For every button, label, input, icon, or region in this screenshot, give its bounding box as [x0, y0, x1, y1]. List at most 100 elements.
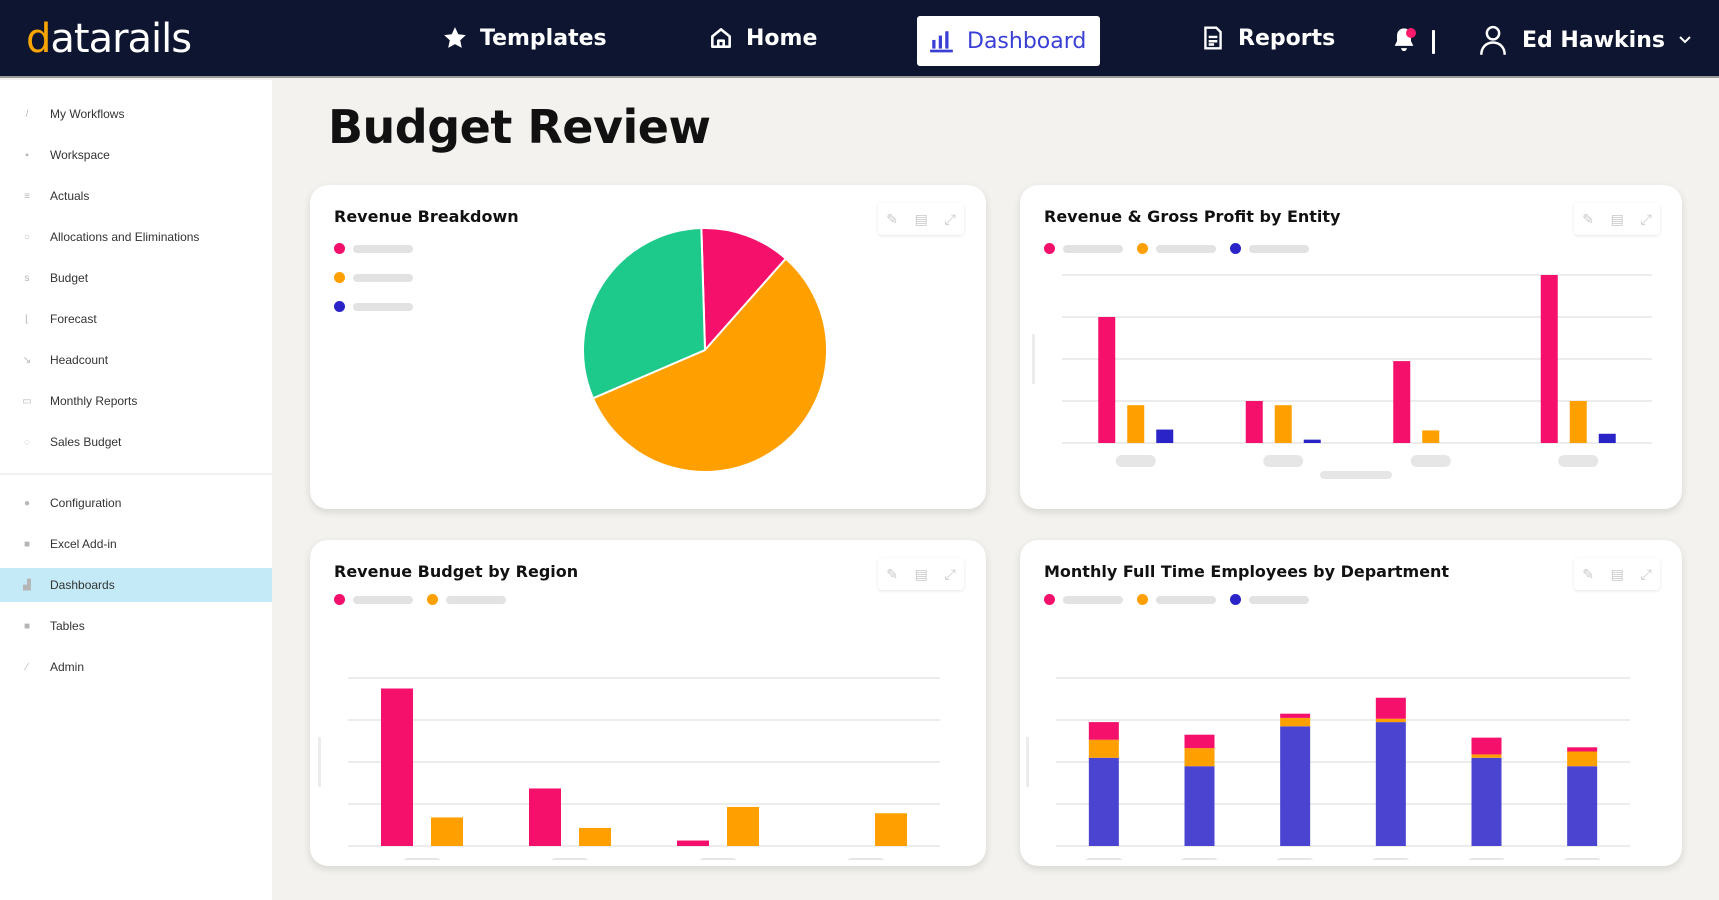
- nav-templates[interactable]: Templates: [442, 18, 607, 58]
- sidebar-item-monthly-reports[interactable]: ▭ Monthly Reports: [22, 394, 138, 408]
- x-tick-label: [699, 858, 737, 860]
- legend-item[interactable]: [334, 243, 413, 254]
- sidebar-item-forecast[interactable]: ⌊ Forecast: [0, 302, 272, 336]
- sidebar-item-actuals[interactable]: ≡ Actuals: [0, 179, 272, 213]
- bar: [1422, 430, 1440, 443]
- x-tick-label: [1263, 455, 1304, 467]
- bar-segment: [1280, 713, 1311, 718]
- x-tick-label: [1085, 858, 1123, 860]
- copy-icon[interactable]: ▤: [1610, 210, 1624, 227]
- legend-dot: [1230, 594, 1241, 605]
- card-toolbar: ✎ ▤ ⤢: [1574, 558, 1660, 590]
- pie-slice[interactable]: [591, 257, 828, 473]
- stacked-bar-chart: [1026, 677, 1630, 860]
- legend-item[interactable]: [1230, 243, 1309, 254]
- legend-item[interactable]: [334, 272, 413, 283]
- page-title: Budget Review: [328, 100, 711, 154]
- sidebar-item-excel-addin[interactable]: ■ Excel Add-in: [23, 537, 117, 551]
- bar-segment: [1088, 739, 1119, 758]
- pencil-icon[interactable]: ✎: [886, 565, 899, 582]
- legend-dot: [1137, 594, 1148, 605]
- folder-icon: ▭: [22, 395, 32, 407]
- legend-dot: [334, 594, 345, 605]
- sidebar-item-configuration[interactable]: ● Configuration: [23, 496, 122, 510]
- bar: [431, 817, 463, 846]
- legend-item[interactable]: [427, 594, 506, 605]
- x-tick-label: [551, 858, 589, 860]
- star-icon: [444, 27, 466, 48]
- bar-segment: [1280, 717, 1311, 727]
- nav-divider: [1432, 30, 1435, 54]
- bar-segment: [1375, 718, 1406, 723]
- sidebar-item-tables[interactable]: ■ Tables: [23, 619, 85, 633]
- legend-item[interactable]: [1137, 594, 1216, 605]
- legend-dot: [1137, 243, 1148, 254]
- expand-icon[interactable]: ⤢: [944, 565, 956, 582]
- x-tick-label: [1372, 858, 1410, 860]
- card-revenue-gross-profit: Revenue & Gross Profit by Entity ✎ ▤ ⤢: [1020, 185, 1682, 509]
- legend-label: [1156, 595, 1216, 604]
- sidebar-item-dashboards[interactable]: ▟ Dashboards: [0, 568, 272, 602]
- datarails-logo[interactable]: datarails: [26, 16, 192, 62]
- bar-segment: [1184, 748, 1215, 767]
- expand-icon[interactable]: ⤢: [944, 210, 956, 227]
- legend-dot: [1044, 243, 1055, 254]
- user-menu[interactable]: Ed Hawkins: [1478, 24, 1691, 56]
- legend-item[interactable]: [1044, 243, 1123, 254]
- circle-icon: ○: [23, 231, 31, 243]
- copy-icon[interactable]: ▤: [1610, 565, 1624, 582]
- pencil-icon[interactable]: ✎: [886, 210, 899, 227]
- legend-item[interactable]: [1044, 594, 1123, 605]
- sidebar-item-admin[interactable]: ⁄ Admin: [0, 650, 272, 684]
- bar-segment: [1088, 722, 1119, 740]
- sidebar-item-headcount[interactable]: ↘ Headcount: [22, 353, 109, 367]
- sidebar-item-my-workflows[interactable]: / My Workflows: [0, 97, 272, 131]
- legend-label: [353, 244, 413, 253]
- copy-icon[interactable]: ▤: [914, 210, 928, 227]
- sidebar-item-sales-budget[interactable]: ◌ Sales Budget: [0, 425, 272, 459]
- card-title: Monthly Full Time Employees by Departmen…: [1044, 562, 1450, 581]
- nav-home[interactable]: Home: [708, 18, 817, 58]
- card-toolbar: ✎ ▤ ⤢: [878, 558, 964, 590]
- chart-legend: [1044, 594, 1309, 605]
- card-toolbar: ✎ ▤ ⤢: [878, 203, 964, 235]
- expand-icon[interactable]: ⤢: [1640, 565, 1652, 582]
- x-tick-label: [1276, 858, 1314, 860]
- chart-legend: [1044, 243, 1309, 254]
- legend-item[interactable]: [1137, 243, 1216, 254]
- legend-label: [1249, 595, 1309, 604]
- legend-label: [1156, 244, 1216, 253]
- legend-item[interactable]: [1230, 594, 1309, 605]
- legend-dot: [334, 272, 345, 283]
- expand-icon[interactable]: ⤢: [1640, 210, 1652, 227]
- legend-label: [1063, 595, 1123, 604]
- nav-dashboard[interactable]: Dashboard: [917, 16, 1101, 66]
- sidebar-item-workspace[interactable]: ▪ Workspace: [0, 138, 272, 172]
- wrench-icon: ⁄: [26, 661, 28, 673]
- chevron-down-icon: [1679, 36, 1691, 44]
- bar-segment: [1375, 722, 1406, 846]
- bar: [1274, 405, 1292, 443]
- sidebar-item-budget[interactable]: s Budget: [0, 261, 272, 295]
- card-monthly-fte: Monthly Full Time Employees by Departmen…: [1020, 540, 1682, 866]
- bar: [1156, 429, 1174, 443]
- bar: [727, 806, 759, 846]
- nav-reports[interactable]: Reports: [1200, 18, 1335, 58]
- y-axis-label: [1026, 736, 1029, 788]
- person-icon: ↘: [22, 354, 32, 366]
- bar-segment: [1567, 766, 1598, 846]
- sidebar-item-allocations[interactable]: ○ Allocations and Eliminations: [23, 230, 200, 244]
- pie-slice[interactable]: [582, 227, 707, 400]
- excel-icon: ■: [23, 538, 31, 550]
- bar: [1540, 275, 1558, 443]
- legend-item[interactable]: [334, 301, 413, 312]
- legend-item[interactable]: [334, 594, 413, 605]
- card-title: Revenue & Gross Profit by Entity: [1044, 207, 1341, 226]
- legend-dot: [334, 301, 345, 312]
- pencil-icon[interactable]: ✎: [1582, 210, 1595, 227]
- bar: [529, 788, 561, 846]
- pie-slice[interactable]: [700, 227, 788, 353]
- bar: [381, 688, 413, 846]
- pencil-icon[interactable]: ✎: [1582, 565, 1595, 582]
- copy-icon[interactable]: ▤: [914, 565, 928, 582]
